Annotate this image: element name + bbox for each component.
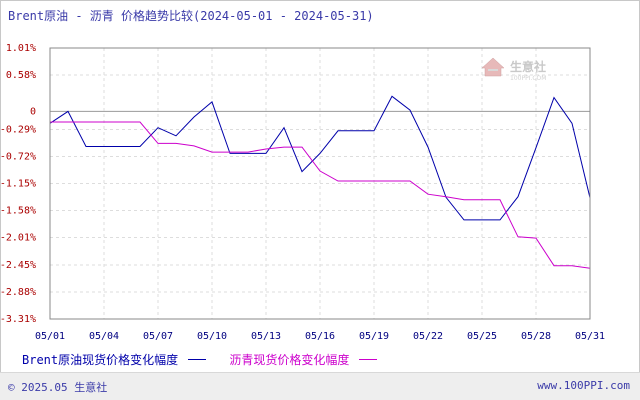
watermark-url: 100PPI.COM <box>510 75 546 82</box>
y-tick-label: 1.01% <box>6 43 36 54</box>
y-tick-label: -0.29% <box>0 125 36 136</box>
watermark-logo: 生意社 100PPI.COM <box>481 57 546 82</box>
legend-swatch-asphalt <box>359 359 378 360</box>
x-tick-label: 05/22 <box>413 331 443 342</box>
x-tick-label: 05/04 <box>89 331 119 342</box>
legend-label-brent: Brent原油现货价格变化幅度 <box>22 353 179 367</box>
footer: © 2025.05 生意社 www.100PPI.com <box>0 372 640 400</box>
chart-title: Brent原油 - 沥青 价格趋势比较(2024-05-01 - 2024-05… <box>8 9 374 23</box>
x-tick-label: 05/13 <box>251 331 281 342</box>
watermark-text: 生意社 <box>510 59 546 74</box>
y-axis-ticks: 1.01% 0.58% 0 -0.29% -0.72% -1.15% -1.58% -2.01… <box>0 43 36 325</box>
x-tick-label: 05/25 <box>467 331 497 342</box>
legend-item-asphalt: 沥青现货价格变化幅度 <box>229 351 378 368</box>
series-line-asphalt <box>50 121 591 269</box>
grid <box>49 47 591 320</box>
legend-swatch-brent <box>188 359 207 360</box>
y-tick-label: -3.31% <box>0 314 36 325</box>
y-tick-label: -1.15% <box>0 179 36 190</box>
legend: Brent原油现货价格变化幅度 沥青现货价格变化幅度 <box>22 351 393 368</box>
y-tick-label: -2.45% <box>0 260 36 271</box>
x-tick-label: 05/07 <box>143 331 173 342</box>
site-link[interactable]: www.100PPI.com <box>537 379 630 392</box>
y-tick-label: 0 <box>30 106 36 117</box>
x-tick-label: 05/10 <box>197 331 227 342</box>
x-tick-label: 05/16 <box>305 331 335 342</box>
y-tick-label: -2.88% <box>0 287 36 298</box>
x-tick-label: 05/19 <box>359 331 389 342</box>
legend-item-brent: Brent原油现货价格变化幅度 <box>22 351 207 368</box>
legend-label-asphalt: 沥青现货价格变化幅度 <box>229 353 350 367</box>
house-icon <box>481 57 505 77</box>
x-tick-label: 05/01 <box>35 331 65 342</box>
x-axis-ticks: 05/01 05/04 05/07 05/10 05/13 05/16 05/19 05/22… <box>35 331 605 342</box>
y-tick-label: 0.58% <box>6 70 36 81</box>
y-tick-label: -2.01% <box>0 232 36 243</box>
x-tick-label: 05/31 <box>575 331 605 342</box>
y-tick-label: -0.72% <box>0 152 36 163</box>
chart-svg: 生意社 100PPI.COM 1.01% 0.58% 0 -0.29% -0.72% -1… <box>0 43 605 342</box>
series-group <box>49 95 591 269</box>
series-line-brent <box>49 95 591 221</box>
x-tick-label: 05/28 <box>521 331 551 342</box>
y-tick-label: -1.58% <box>0 205 36 216</box>
copyright-text: © 2025.05 生意社 <box>8 381 108 394</box>
plot-border <box>49 47 591 320</box>
